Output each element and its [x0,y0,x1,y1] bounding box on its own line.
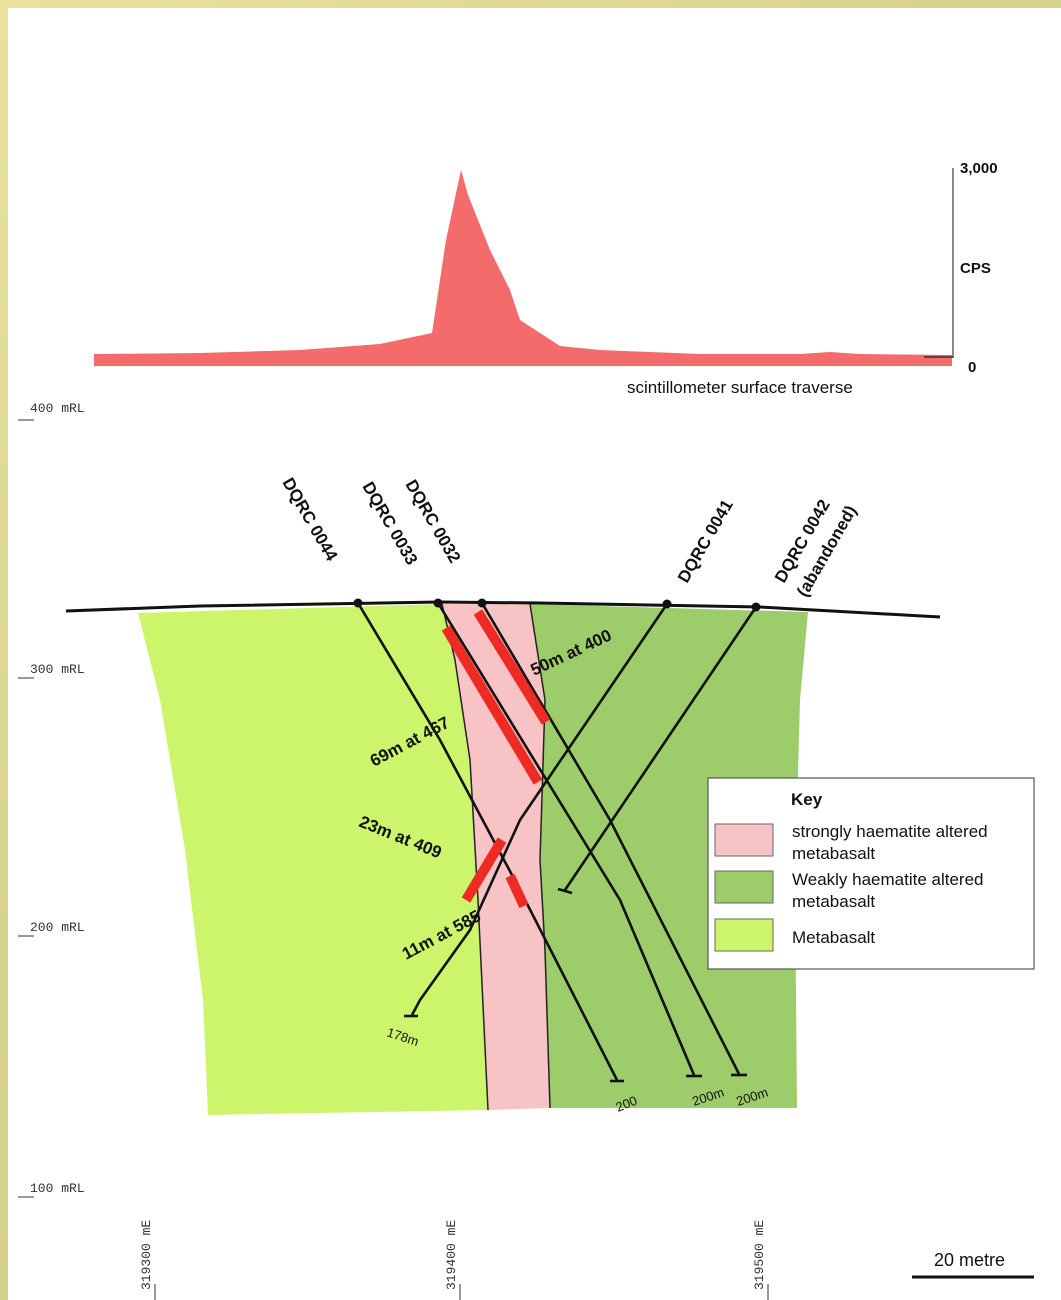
elevation-label: 400 mRL [30,401,85,416]
legend-swatch [714,918,774,952]
legend-label: metabasalt [792,892,875,911]
legend-title: Key [791,790,823,809]
drill-trace-dqrc0041 [410,603,669,1016]
intercept-bar [505,873,529,909]
intercept-bar [473,609,551,725]
drill-trace-dqrc0032 [480,602,741,1075]
drill-trace-dqrc0033 [436,602,696,1076]
easting-label: 319500 mE [752,1220,767,1290]
elevation-label: 200 mRL [30,920,85,935]
strong-zone-east-boundary [529,603,551,1109]
elevation-label: 300 mRL [30,662,85,677]
ground-surface [65,598,941,619]
elevation-label: 100 mRL [30,1181,85,1196]
scale-bar: 20 metre [912,1250,1034,1279]
metabasalt-unit [138,604,488,1115]
legend-label: Weakly haematite altered [792,870,984,889]
easting-label: 319300 mE [139,1220,154,1290]
axis-max-label: 3,000 [960,160,998,177]
intercept-bar [461,837,507,903]
legend-swatch [714,870,774,904]
hole-label: DQRC 0041 [674,496,737,586]
scintillometer-profile: 3,000 CPS 0 scintillometer surface trave… [94,160,998,397]
legend-label: strongly haematite altered [792,822,988,841]
collar-marker [433,598,443,608]
easting-labels: 319300 mE 319400 mE 319500 mE [139,1220,769,1300]
legend-label: Metabasalt [792,928,875,947]
elevation-labels: 400 mRL 300 mRL 200 mRL 100 mRL [18,401,85,1198]
legend-label: metabasalt [792,844,875,863]
collar-marker [353,598,363,608]
intercept-bar [441,625,543,785]
axis-zero-label: 0 [968,359,976,376]
hole-label: DQRC 0044 [279,475,342,565]
legend: Key strongly haematite altered metabasal… [707,777,1035,970]
trace-end-cap [557,887,573,895]
profile-fill [94,170,952,366]
easting-label: 319400 mE [444,1220,459,1290]
legend-swatch [714,823,774,857]
drill-trace-dqrc0042 [563,606,758,891]
weak-haematite-unit [530,604,808,1108]
collar-marker [751,602,761,612]
scale-label: 20 metre [934,1250,1005,1270]
surface-line [65,600,941,619]
collar-marker [662,599,672,609]
drill-trace-dqrc0044 [356,602,619,1081]
intercepts [441,609,551,909]
collar-marker [477,598,487,608]
drill-traces [356,602,758,1083]
hole-labels: DQRC 0044 DQRC 0033 DQRC 0032 DQRC 0041 … [279,475,861,601]
axis-unit-label: CPS [960,260,991,277]
profile-caption: scintillometer surface traverse [627,378,853,397]
